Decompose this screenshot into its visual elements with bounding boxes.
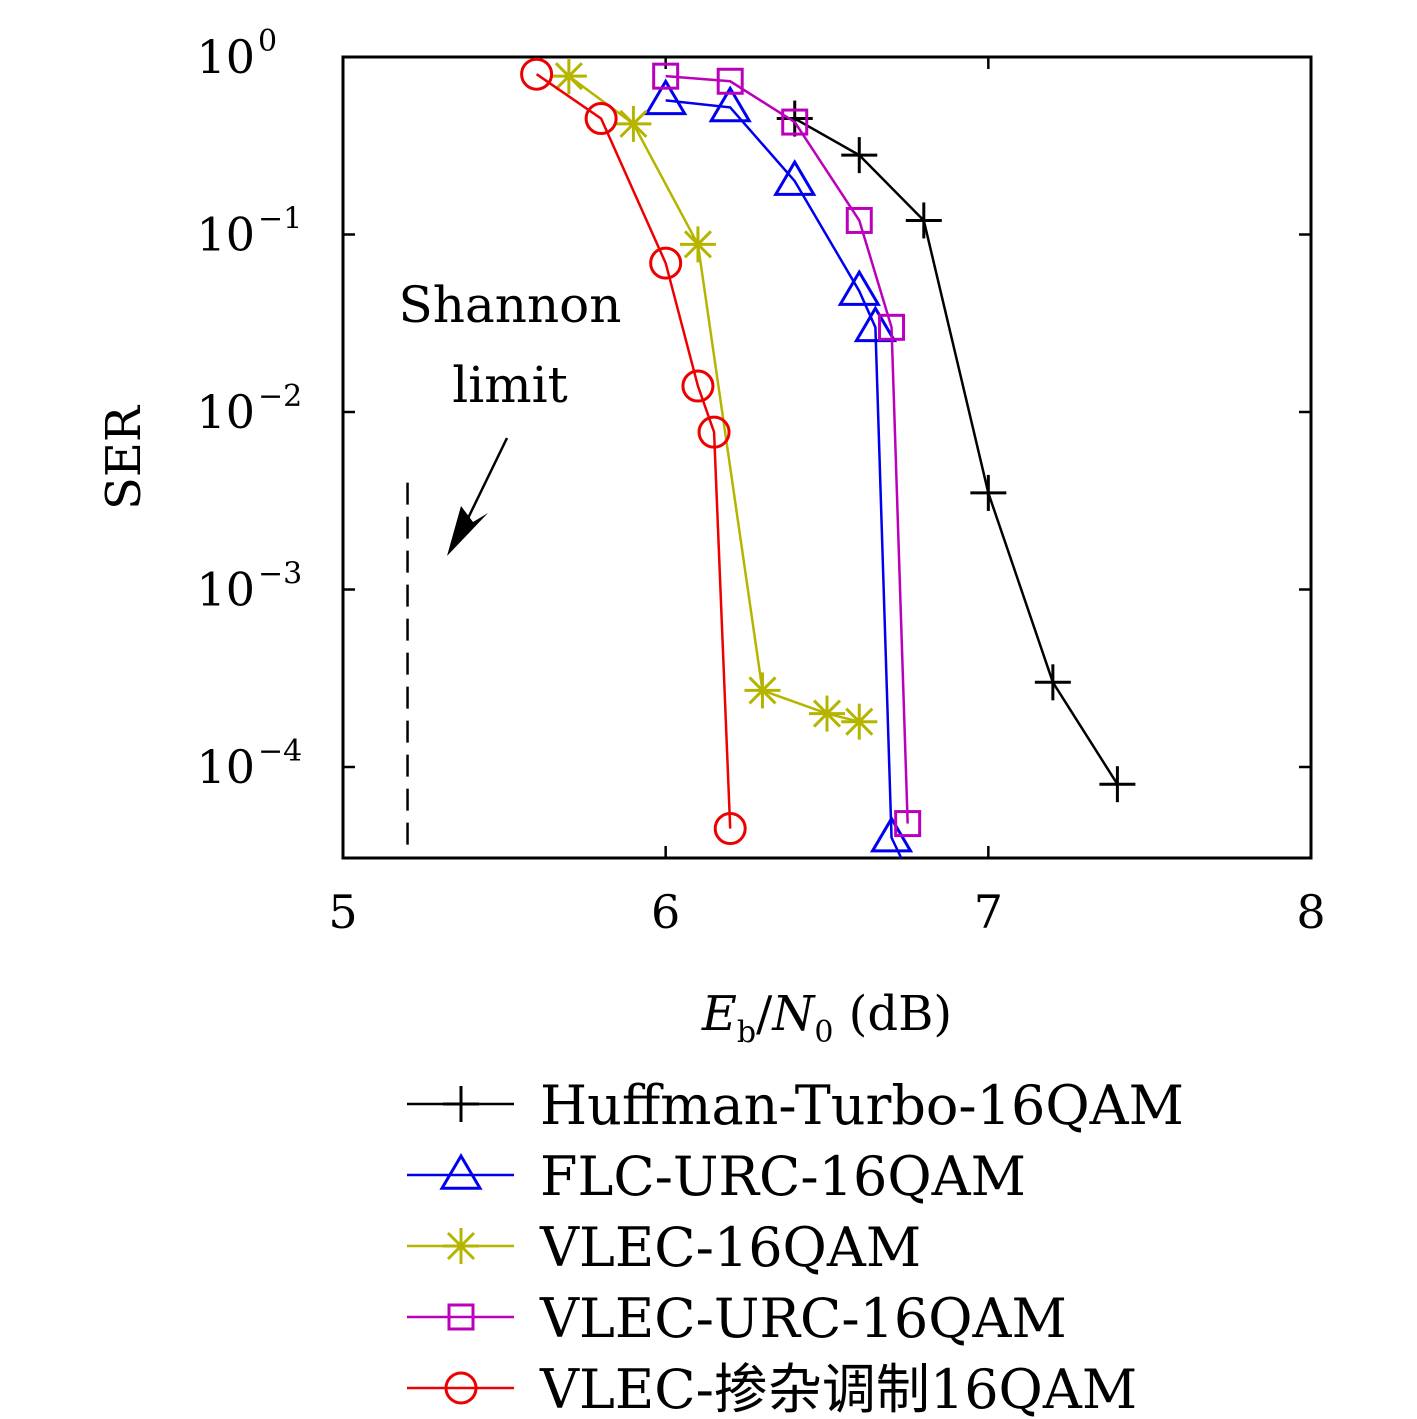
data-point: [773, 159, 817, 196]
y-tick-exponent: 0: [258, 24, 277, 59]
shannon-label-line2: limit: [452, 356, 567, 414]
data-point: [644, 78, 688, 116]
data-point: [649, 246, 683, 280]
y-tick-exponent: −2: [258, 379, 302, 414]
star-d2: [683, 230, 712, 259]
star-d2: [812, 699, 842, 728]
series-1: [644, 78, 914, 859]
data-point: [894, 810, 922, 838]
legend-marker: [444, 1371, 478, 1405]
data-point: [1034, 664, 1071, 701]
star-d2: [845, 707, 874, 736]
data-point: [615, 105, 652, 142]
shannon-arrow-head: [447, 506, 488, 556]
legend-item: FLC-URC-16QAM: [407, 1145, 1026, 1208]
legend-label: FLC-URC-16QAM: [540, 1145, 1026, 1208]
legend-item: Huffman-Turbo-16QAM: [407, 1074, 1184, 1137]
data-point: [708, 85, 752, 123]
shannon-annotation: Shannon limit: [399, 276, 622, 858]
data-point: [520, 57, 554, 91]
y-tick-label: 10: [196, 563, 255, 617]
data-point: [781, 108, 809, 136]
series-line: [665, 99, 903, 859]
y-tick-label: 10: [196, 740, 255, 794]
star-d2: [619, 109, 648, 138]
series-line: [535, 73, 732, 829]
legend-marker: [443, 1086, 479, 1122]
data-point: [853, 305, 898, 343]
series-line: [568, 75, 860, 723]
data-point: [716, 67, 744, 95]
data-point: [652, 62, 680, 90]
series-4: [520, 57, 747, 846]
series-2: [550, 58, 878, 740]
data-point: [809, 695, 845, 732]
x-tick-label: 8: [1296, 885, 1325, 939]
x-tick-label: 5: [328, 885, 357, 939]
data-point: [713, 812, 747, 846]
y-tick-label: 10: [196, 208, 255, 262]
data-point: [905, 202, 942, 239]
data-point: [1099, 766, 1136, 803]
data-point: [744, 672, 781, 709]
y-tick-label: 10: [196, 30, 255, 84]
x-axis-label: Eb/N0 (dB): [701, 986, 952, 1050]
legend-item: VLEC-16QAM: [407, 1216, 921, 1279]
star-d2: [446, 1231, 476, 1261]
data-point: [878, 313, 906, 341]
legend-label: VLEC-掺杂调制16QAM: [539, 1358, 1137, 1419]
plot-frame: [341, 55, 1313, 860]
data-point: [681, 369, 715, 403]
data-point: [841, 137, 878, 174]
y-tick-label: 10: [196, 385, 255, 439]
legend-marker: [447, 1303, 475, 1331]
x-tick-label: 6: [651, 885, 680, 939]
y-axis-label: SER: [96, 404, 152, 510]
series-3: [652, 62, 922, 838]
x-tick-label: 7: [974, 885, 1003, 939]
data-point: [584, 102, 618, 136]
legend: Huffman-Turbo-16QAM FLC-URC-16QAM VLEC-16Q…: [407, 1074, 1184, 1419]
y-tick-exponent: −4: [258, 734, 302, 769]
data-point: [550, 58, 587, 95]
y-tick-exponent: −1: [258, 202, 302, 237]
legend-marker: [443, 1228, 479, 1264]
star-d2: [748, 676, 777, 705]
legend-marker: [439, 1153, 483, 1190]
shannon-label-line1: Shannon: [399, 276, 622, 334]
legend-item: VLEC-URC-16QAM: [407, 1287, 1067, 1350]
star-d2: [554, 62, 583, 91]
data-point: [845, 206, 873, 234]
data-point: [841, 703, 878, 740]
legend-label: VLEC-URC-16QAM: [539, 1287, 1067, 1350]
legend-label: VLEC-16QAM: [539, 1216, 921, 1279]
series-line: [794, 117, 1119, 785]
legend-label: Huffman-Turbo-16QAM: [540, 1074, 1184, 1137]
series-0: [776, 100, 1136, 803]
data-point: [970, 474, 1007, 511]
data-point: [837, 269, 881, 306]
series-layer: [520, 57, 1136, 859]
data-point: [679, 226, 716, 263]
data-point: [697, 415, 731, 449]
y-tick-exponent: −3: [258, 557, 302, 592]
legend-item: VLEC-掺杂调制16QAM: [407, 1358, 1137, 1419]
